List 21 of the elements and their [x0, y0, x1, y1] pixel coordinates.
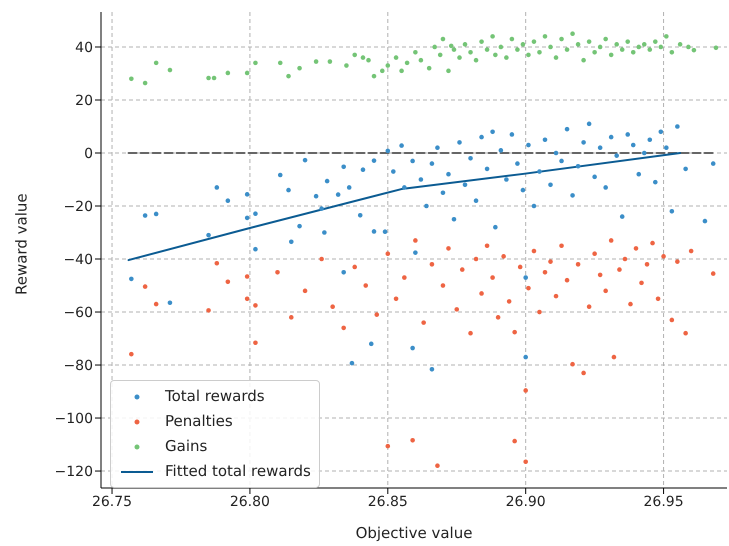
legend-label: Fitted total rewards — [165, 461, 311, 482]
y-axis-title: Reward value — [12, 193, 30, 295]
legend-label: Penalties — [165, 411, 233, 432]
y-tick-label: −60 — [63, 304, 93, 321]
y-tick-label: 20 — [75, 92, 93, 109]
x-axis-title: Objective value — [356, 524, 472, 542]
y-tick-label: −20 — [63, 198, 93, 215]
x-tick-label: 26.80 — [230, 494, 270, 510]
x-tick-label: 26.90 — [506, 494, 546, 510]
x-tick-label: 26.95 — [644, 494, 684, 510]
y-tick-label: 40 — [75, 40, 93, 56]
x-tick-label: 26.75 — [92, 494, 132, 510]
legend-label: Gains — [165, 436, 208, 457]
y-tick-label: −40 — [63, 252, 93, 268]
y-tick-label: −100 — [54, 411, 93, 427]
legend-label: Total rewards — [165, 386, 265, 407]
x-tick-label: 26.85 — [368, 494, 408, 510]
y-tick-label: 0 — [84, 146, 93, 162]
line-series — [128, 152, 682, 262]
y-tick-label: −120 — [54, 464, 93, 480]
y-tick-label: −80 — [63, 358, 93, 374]
